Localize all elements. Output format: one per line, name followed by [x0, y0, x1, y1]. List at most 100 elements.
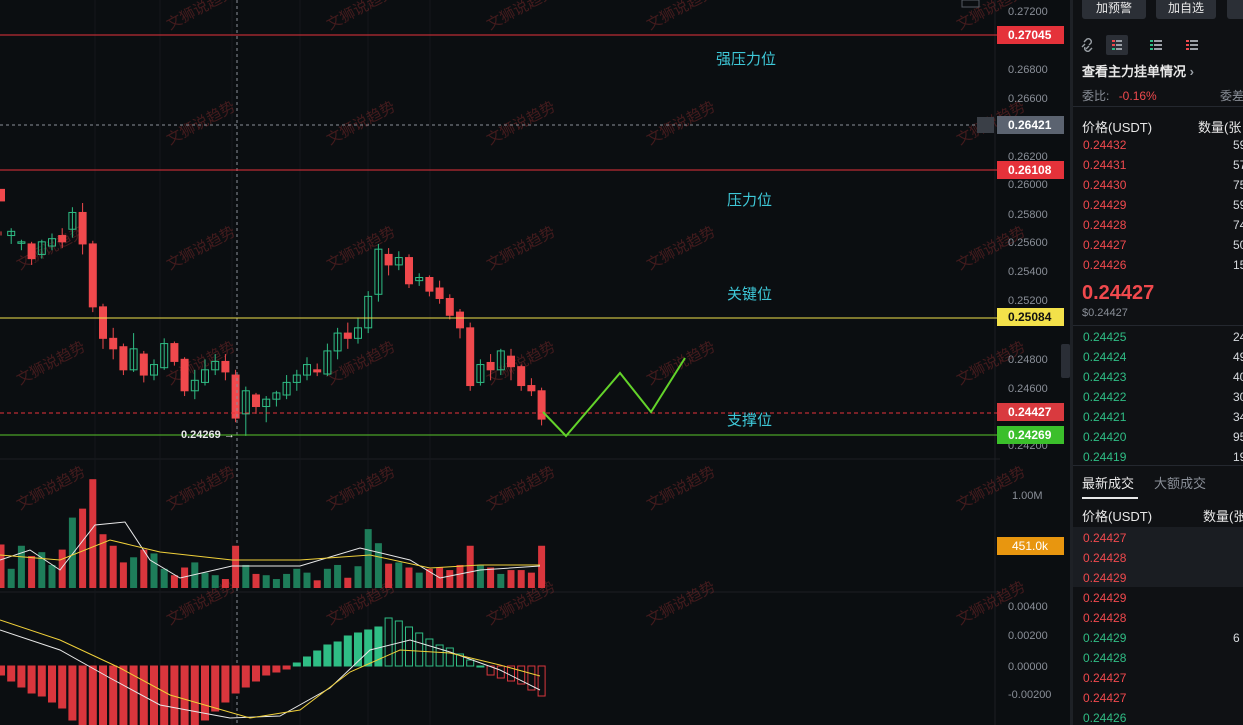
more-button[interactable] [1227, 0, 1243, 19]
bid-row[interactable]: 0.24420 95 [1083, 427, 1243, 447]
bid-row[interactable]: 0.24422 306 [1083, 387, 1243, 407]
macd-histogram-bar [313, 650, 322, 667]
volume-bar [7, 568, 15, 588]
macd-dea-line [0, 619, 541, 719]
macd-histogram-bar [272, 665, 281, 673]
ask-row-price: 0.24430 [1083, 178, 1127, 192]
volume-axis-label: 1.00M [1012, 490, 1043, 502]
volume-bar [476, 564, 484, 588]
volume-bar [456, 564, 464, 588]
panel-divider[interactable] [1070, 0, 1073, 725]
bid-row[interactable]: 0.24421 340 [1083, 407, 1243, 427]
section-divider [1073, 465, 1243, 466]
ask-row[interactable]: 0.24427 508 [1083, 235, 1243, 255]
bid-row[interactable]: 0.24424 49 [1083, 347, 1243, 367]
trade-row-price: 0.24427 [1083, 691, 1127, 705]
trade-row[interactable]: 0.24428 [1083, 648, 1243, 668]
candle-body [150, 364, 158, 376]
macd-histogram-bar [292, 662, 301, 667]
bid-row[interactable]: 0.24423 401 [1083, 367, 1243, 387]
volume-bar [211, 575, 219, 588]
price-axis-label: 0.24800 [1008, 354, 1048, 366]
order-panel: 加预警 加自选 查看主力挂单情况 › 委比: -0.16% 委差 价格(USDT… [1073, 0, 1243, 725]
trade-row[interactable]: 0.24428 [1083, 608, 1243, 628]
tab-large-trades[interactable]: 大额成交 [1154, 476, 1207, 491]
tab-latest-trades[interactable]: 最新成交 [1082, 476, 1135, 491]
volume-bar [160, 568, 168, 588]
macd-histogram-bar [139, 665, 148, 725]
volume-bar [252, 573, 260, 588]
volume-bar [293, 568, 301, 588]
volume-bar [48, 564, 56, 588]
trade-row[interactable]: 0.24429 [1083, 568, 1243, 588]
book-bids-icon[interactable] [1147, 36, 1165, 54]
trade-row-price: 0.24429 [1083, 591, 1127, 605]
ask-row[interactable]: 0.24426 150 [1083, 255, 1243, 275]
trade-row[interactable]: 0.24427 [1083, 528, 1243, 548]
trade-row[interactable]: 0.24428 [1083, 548, 1243, 568]
price-axis-label: 0.26000 [1008, 179, 1048, 191]
trade-row[interactable]: 0.24429 6 [1083, 628, 1243, 648]
trade-row[interactable]: 0.24427 [1083, 668, 1243, 688]
macd-histogram-bar [364, 629, 373, 667]
trade-row[interactable]: 0.24427 [1083, 688, 1243, 708]
strong-resistance-label: 强压力位 [716, 51, 776, 68]
macd-histogram-bar [37, 665, 46, 697]
bid-row-qty: 401 [1233, 370, 1243, 384]
active-tab-underline [1082, 497, 1138, 499]
ask-row[interactable]: 0.24431 575 [1083, 155, 1243, 175]
volume-bar [17, 545, 25, 588]
ask-row[interactable]: 0.24429 595 [1083, 195, 1243, 215]
low-price-marker: 0.24269 → [181, 429, 235, 441]
add-watchlist-button[interactable]: 加自选 [1156, 0, 1216, 19]
macd-histogram-bar [354, 632, 362, 667]
trade-row[interactable]: 0.24429 [1083, 588, 1243, 608]
macd-histogram-bar [88, 665, 97, 725]
volume-bar [0, 544, 5, 588]
trade-row[interactable]: 0.24426 [1083, 708, 1243, 725]
volume-bar [497, 573, 505, 588]
ask-row[interactable]: 0.24428 745 [1083, 215, 1243, 235]
bid-row-price: 0.24422 [1083, 390, 1127, 404]
bid-row[interactable]: 0.24419 194 [1083, 447, 1243, 467]
candle-body [48, 238, 56, 247]
candle-body [119, 346, 128, 371]
macd-histogram-bar [201, 665, 209, 721]
candle-body [405, 257, 413, 285]
pane-toggle-icon[interactable] [961, 0, 980, 8]
crosshair-price-tag: 0.26421 [1008, 118, 1052, 132]
link-icon[interactable] [1079, 36, 1097, 54]
macd-histogram-bar [486, 665, 495, 676]
collapse-handle[interactable] [1061, 344, 1070, 378]
book-both-tab[interactable] [1106, 35, 1128, 55]
trade-row-qty: 6 [1233, 631, 1240, 645]
volume-bar [140, 549, 148, 588]
ask-row-qty: 508 [1233, 238, 1243, 252]
candle-body [384, 253, 393, 266]
orderbook-link[interactable]: 查看主力挂单情况 › [1082, 61, 1194, 80]
add-alert-button[interactable]: 加预警 [1082, 0, 1146, 19]
candle-body [27, 243, 36, 260]
price-axis-label: 0.24600 [1008, 383, 1048, 395]
key-level-tag-bg [997, 308, 1064, 326]
ask-row[interactable]: 0.24432 595 [1083, 135, 1243, 155]
add-alert-plus-bg[interactable] [977, 117, 994, 133]
bid-row-qty: 49 [1233, 350, 1243, 364]
support-label: 支撑位 [727, 412, 772, 429]
ask-row[interactable]: 0.24430 753 [1083, 175, 1243, 195]
macd-histogram-bar [282, 665, 291, 670]
volume-bar [425, 568, 433, 588]
macd-histogram-bar [323, 644, 332, 667]
macd-axis-label: 0.00200 [1008, 630, 1048, 642]
macd-histogram-bar [231, 665, 240, 694]
book-asks-icon[interactable] [1183, 36, 1201, 54]
candle-body [343, 332, 352, 339]
current-price-tag: 0.24427 [1008, 405, 1052, 419]
trades-col-price: 价格(USDT) [1082, 509, 1153, 524]
strong-resistance-tag: 0.27045 [1008, 28, 1052, 42]
bid-row[interactable]: 0.24425 244 [1083, 327, 1243, 347]
volume-bar [191, 562, 199, 588]
volume-bar [323, 568, 331, 588]
macd-histogram-bar [445, 647, 454, 667]
